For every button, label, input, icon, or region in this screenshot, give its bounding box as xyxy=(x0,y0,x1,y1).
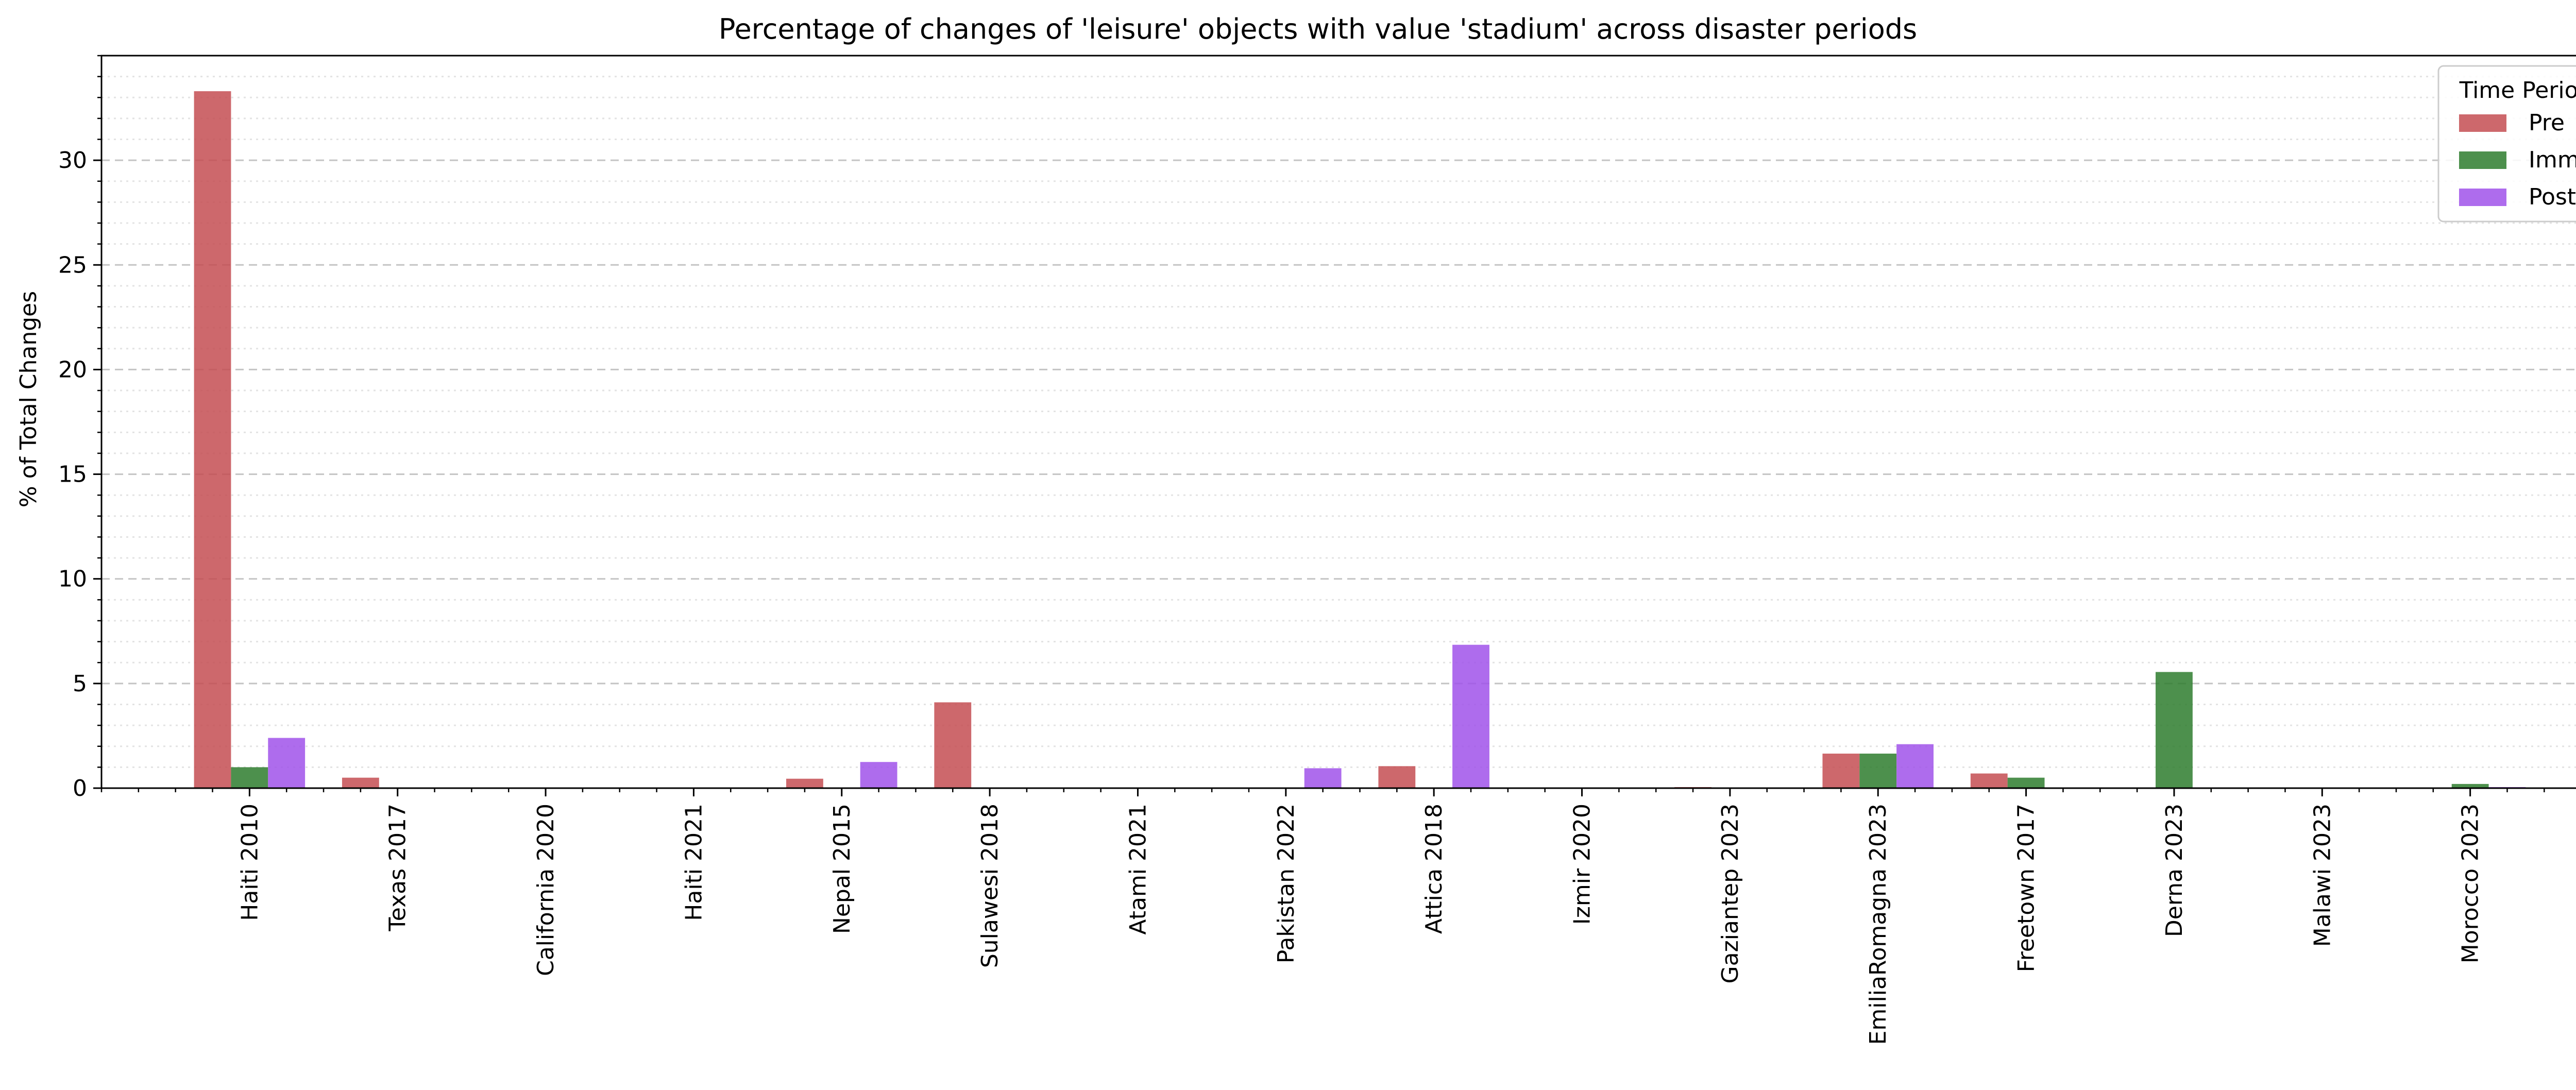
bar-post xyxy=(1452,644,1489,788)
y-tick-label: 5 xyxy=(73,671,87,697)
x-tick-label: Haiti 2010 xyxy=(236,804,263,921)
axes: 0 5 10 15 20 25 30 Haiti 2010 Texas 2017 Californ… xyxy=(58,55,2576,1045)
x-tick-label: California 2020 xyxy=(533,804,559,976)
x-tick-label: Attica 2018 xyxy=(1421,804,1447,934)
bar-pre xyxy=(1378,766,1416,788)
bar-pre xyxy=(1822,753,1860,788)
grid-lines xyxy=(101,76,2576,768)
bar-pre xyxy=(342,777,379,788)
x-tick-label: Haiti 2021 xyxy=(681,804,707,921)
bar-pre xyxy=(1970,773,2008,788)
y-axis-label: % of Total Changes xyxy=(15,291,42,507)
legend-label-pre: Pre xyxy=(2529,110,2565,136)
legend: Time Period Pre Imm Post xyxy=(2437,65,2576,223)
bars xyxy=(194,91,2526,788)
y-tick-label: 20 xyxy=(58,356,87,383)
bar-pre xyxy=(934,702,972,788)
y-tick-label: 15 xyxy=(58,462,87,488)
x-tick-label: Izmir 2020 xyxy=(1569,804,1596,925)
legend-swatch-post xyxy=(2459,189,2506,206)
legend-swatch-pre xyxy=(2459,114,2506,132)
x-tick-label: Nepal 2015 xyxy=(829,804,855,934)
x-tick-label: Gaziantep 2023 xyxy=(1717,804,1743,983)
legend-entries: Pre Imm Post xyxy=(2459,110,2576,210)
bar-post xyxy=(1304,768,1342,788)
x-tick-label: Pakistan 2022 xyxy=(1273,804,1299,963)
x-tick-label: Malawi 2023 xyxy=(2309,804,2335,947)
x-tick-label: Atami 2021 xyxy=(1125,804,1151,935)
chart-title: Percentage of changes of 'leisure' objec… xyxy=(719,13,1917,45)
y-tick-label: 30 xyxy=(58,147,87,174)
y-tick-label: 10 xyxy=(58,566,87,592)
x-tick-label: Freetown 2017 xyxy=(2013,804,2040,972)
y-tick-label: 0 xyxy=(73,775,87,802)
legend-frame xyxy=(2437,65,2576,223)
bar-imm xyxy=(231,767,268,788)
legend-title: Time Period xyxy=(2459,77,2576,104)
x-tick-label: Morocco 2023 xyxy=(2458,804,2484,963)
x-tick-label: Sulawesi 2018 xyxy=(977,804,1003,968)
legend-label-post: Post xyxy=(2529,184,2576,210)
bar-pre xyxy=(786,778,823,788)
bar-post xyxy=(1896,744,1934,788)
bar-imm xyxy=(2451,784,2489,788)
bar-post xyxy=(860,762,897,788)
bar-pre xyxy=(194,91,231,788)
x-tick-label: EmiliaRomagna 2023 xyxy=(1865,804,1891,1045)
y-tick-label: 25 xyxy=(58,252,87,278)
legend-swatch-imm xyxy=(2459,151,2506,169)
bar-imm xyxy=(2156,672,2193,788)
bar-post xyxy=(268,738,306,788)
bar-imm xyxy=(2007,777,2045,788)
bar-imm xyxy=(1859,753,1897,788)
legend-label-imm: Imm xyxy=(2529,147,2576,173)
x-tick-label: Derna 2023 xyxy=(2161,804,2188,937)
x-tick-label: Texas 2017 xyxy=(385,804,411,932)
